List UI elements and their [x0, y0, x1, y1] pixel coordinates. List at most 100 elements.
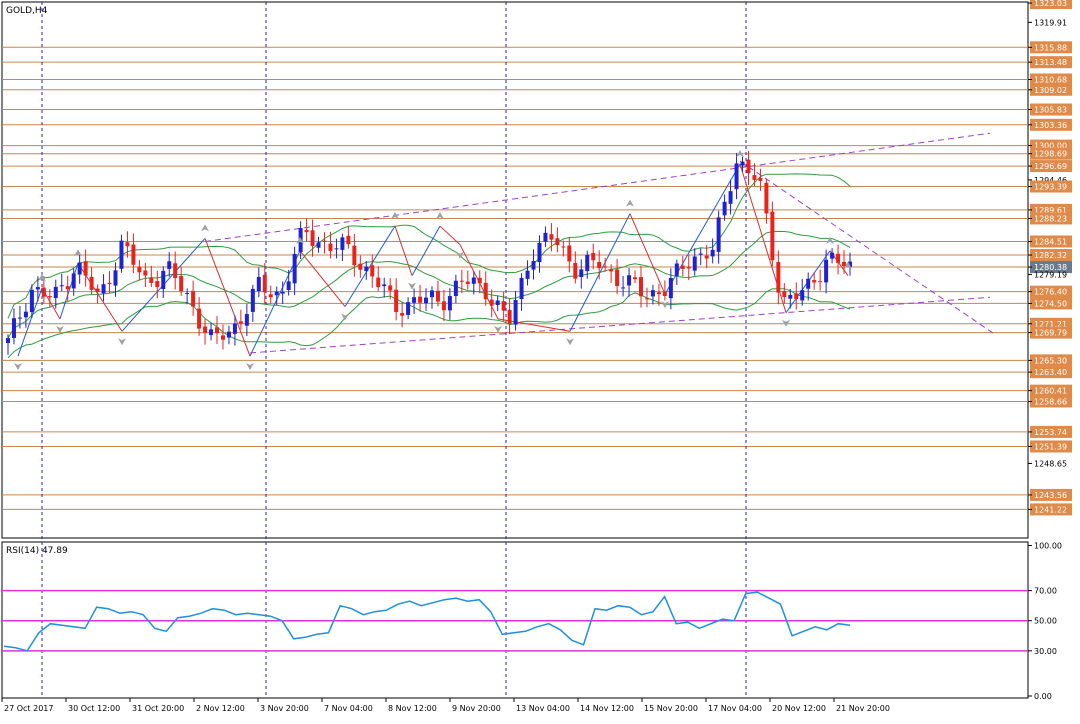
candle — [818, 269, 823, 291]
candle — [489, 289, 494, 318]
candle — [579, 259, 584, 289]
candle — [232, 315, 237, 346]
price-tick-label: 1303.36 — [1034, 121, 1067, 130]
channel-bottom-trendline — [249, 296, 991, 354]
candle — [537, 235, 542, 273]
candle — [441, 289, 446, 322]
price-tag-bg — [1030, 73, 1072, 86]
candle — [507, 298, 512, 335]
candle-body — [388, 285, 393, 291]
price-tag-bg — [1030, 249, 1072, 262]
candle — [119, 234, 124, 273]
candle-body — [806, 278, 811, 289]
price-tag-bg — [1030, 297, 1072, 310]
time-tick-label: 8 Nov 12:00 — [388, 704, 437, 713]
candle-body — [101, 284, 106, 294]
candle-body — [441, 301, 446, 311]
candle — [209, 323, 214, 341]
candle — [609, 264, 614, 283]
candle-body — [167, 261, 172, 269]
candle-body — [710, 249, 715, 257]
candle — [782, 283, 787, 304]
candle-body — [304, 229, 309, 233]
candle-body — [340, 237, 345, 250]
fractal-up-icon — [436, 212, 444, 220]
candle-body — [680, 265, 685, 269]
candle — [465, 270, 470, 290]
candle-body — [322, 240, 327, 242]
price-tick-label: 1284.51 — [1034, 237, 1067, 246]
candle-body — [674, 263, 679, 276]
candle-body — [692, 256, 697, 271]
candle — [107, 271, 112, 293]
candle — [394, 278, 399, 321]
zigzag-segment-5 — [204, 238, 251, 357]
candle — [555, 227, 560, 253]
candle — [716, 210, 721, 264]
candle — [125, 231, 130, 258]
candle-body — [644, 298, 649, 300]
candle-body — [776, 261, 781, 293]
candle-body — [453, 280, 458, 297]
candle — [812, 272, 817, 290]
price-tag-bg — [1030, 261, 1072, 274]
candle-body — [382, 284, 387, 287]
candle-body — [650, 290, 655, 297]
price-tag-bg — [1030, 41, 1072, 54]
candle — [406, 297, 411, 320]
candle-body — [435, 290, 440, 302]
candle-body — [561, 246, 566, 248]
candle — [495, 295, 500, 312]
fractal-down-icon — [118, 338, 126, 346]
fractals — [14, 150, 852, 371]
candle-body — [615, 269, 620, 286]
price-tag-bg — [1030, 180, 1072, 193]
time-tick-label: 7 Nov 04:00 — [324, 704, 373, 713]
price-tag-bg — [1030, 103, 1072, 116]
candle — [770, 201, 775, 267]
candle-body — [609, 269, 614, 272]
candle-body — [262, 274, 267, 293]
candle-body — [6, 338, 10, 344]
candle — [65, 275, 70, 302]
rsi-tick-label: 30.00 — [1034, 647, 1057, 656]
candle-body — [537, 242, 542, 263]
candle — [483, 271, 488, 306]
candle-body — [17, 317, 22, 319]
candle-body — [394, 289, 399, 313]
price-tick-label: 1294.46 — [1034, 176, 1067, 185]
candle-body — [358, 263, 363, 270]
rsi-tick-label: 100.00 — [1034, 541, 1062, 550]
candle — [35, 276, 40, 302]
time-tick-label: 2 Nov 12:00 — [196, 704, 245, 713]
price-tick-label: 1243.56 — [1034, 491, 1067, 500]
candle — [722, 194, 727, 221]
price-tag-bg — [1030, 147, 1072, 160]
candle — [424, 288, 429, 311]
candle-body — [209, 329, 214, 336]
candle-body — [788, 294, 793, 299]
candle — [830, 248, 835, 264]
candle — [155, 270, 160, 299]
channel-top-trendline — [204, 132, 991, 243]
candle-body — [734, 163, 739, 190]
candle-body — [226, 331, 231, 338]
candle — [627, 268, 632, 297]
candle-body — [746, 159, 751, 174]
candle — [316, 236, 321, 253]
candle-body — [310, 230, 315, 246]
candle-body — [770, 211, 775, 261]
candle-body — [656, 292, 661, 295]
candle — [435, 280, 440, 307]
candle — [710, 238, 715, 264]
zigzag-segment-11 — [439, 225, 461, 245]
fractal-down-icon — [566, 338, 574, 346]
candle — [656, 283, 661, 306]
fractal-down-icon — [341, 313, 349, 321]
candle-body — [77, 262, 82, 275]
candle — [215, 316, 220, 344]
candle — [203, 318, 208, 345]
bollinger-upper — [7, 173, 851, 319]
candle — [238, 309, 243, 330]
candle — [161, 266, 166, 298]
